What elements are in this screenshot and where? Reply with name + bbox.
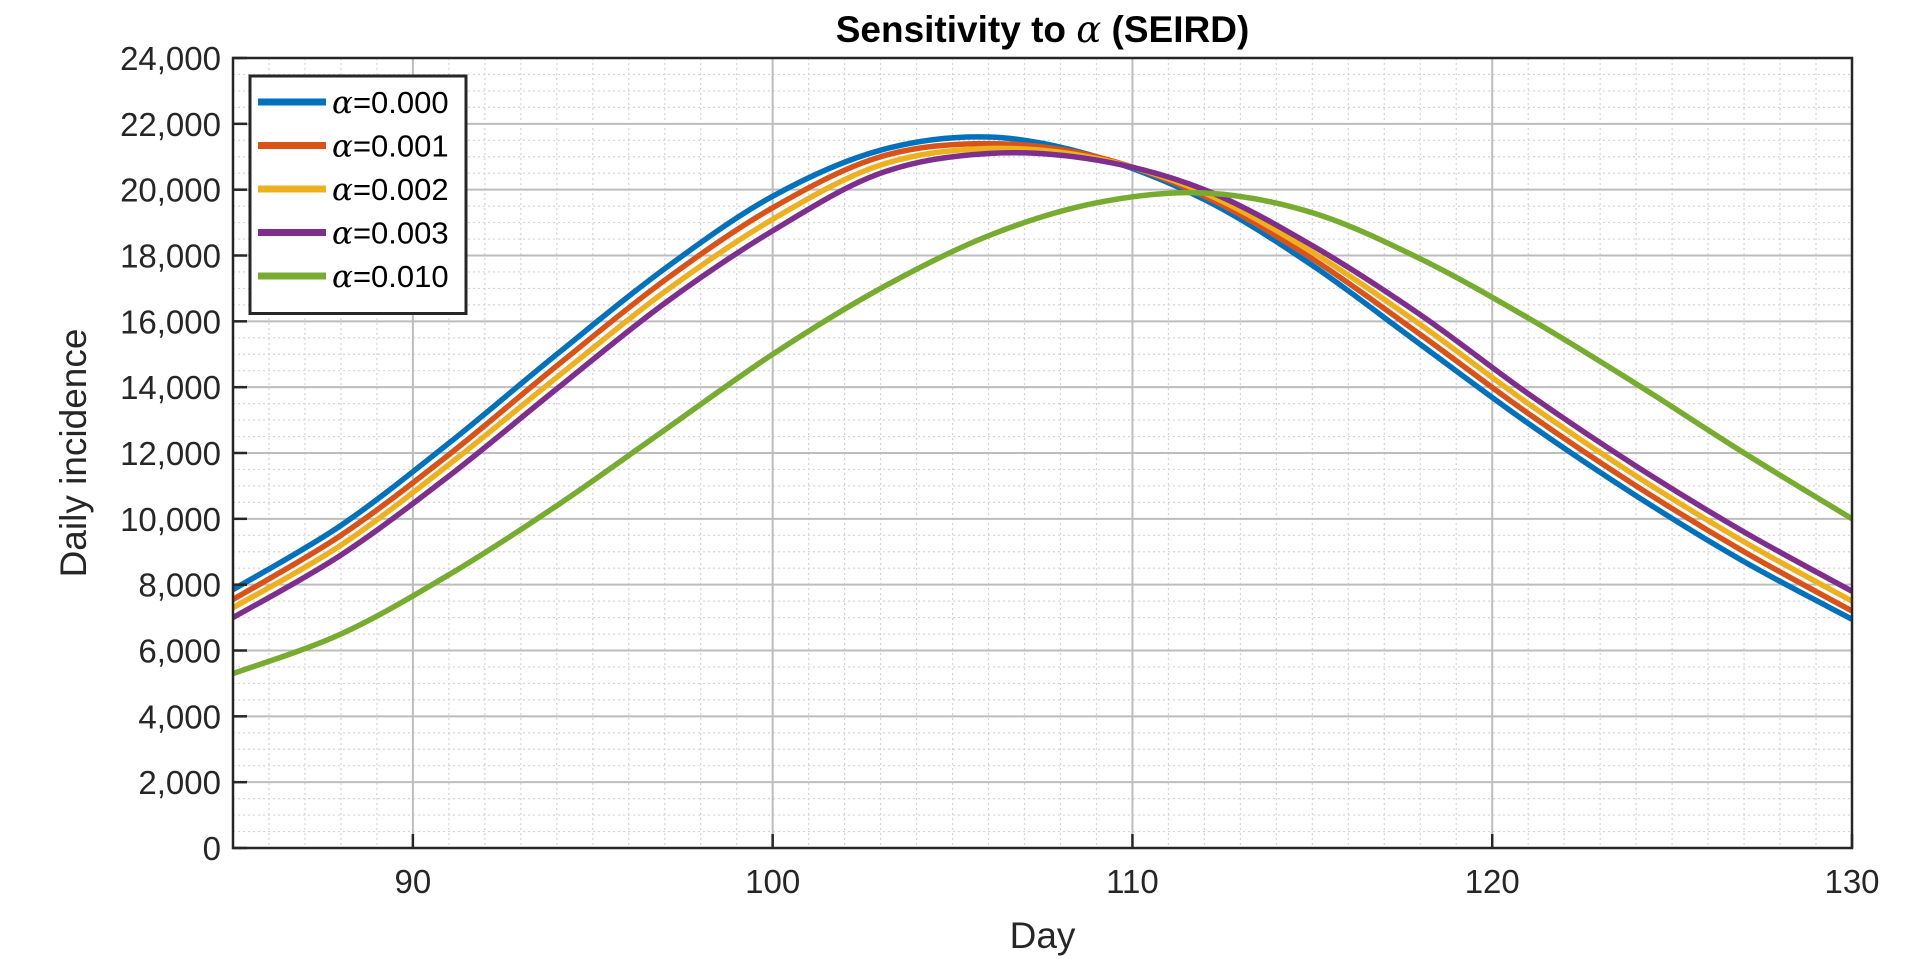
x-axis-label: Day xyxy=(1010,915,1076,956)
legend-label-4: α=0.010 xyxy=(332,259,449,295)
y-tick-label: 2,000 xyxy=(138,764,221,801)
y-tick-label: 12,000 xyxy=(120,435,221,472)
x-tick-label: 100 xyxy=(745,863,800,900)
series-line-1 xyxy=(231,140,1854,614)
series-lines xyxy=(231,134,1854,677)
x-tick-label: 110 xyxy=(1106,863,1159,900)
legend-value: =0.000 xyxy=(353,85,449,120)
legend-label-2: α=0.002 xyxy=(332,172,449,208)
y-axis-label: Daily incidence xyxy=(53,329,94,578)
legend-symbol: α xyxy=(332,172,353,208)
y-tick-label: 10,000 xyxy=(120,501,221,538)
legend-value: =0.010 xyxy=(353,259,449,294)
x-tick-label: 120 xyxy=(1465,863,1520,900)
chart-title: Sensitivity to α (SEIRD) xyxy=(836,8,1250,51)
legend-value: =0.002 xyxy=(353,172,449,207)
y-tick-label: 4,000 xyxy=(138,698,221,735)
legend-symbol: α xyxy=(332,85,353,121)
y-tick-label: 18,000 xyxy=(120,238,221,275)
y-tick-label: 22,000 xyxy=(120,106,221,143)
series-line-3 xyxy=(231,149,1854,620)
legend-symbol: α xyxy=(332,216,353,252)
legend-label-3: α=0.003 xyxy=(332,216,449,252)
y-tick-label: 0 xyxy=(203,830,221,867)
legend-value: =0.001 xyxy=(353,129,449,164)
x-tick-label: 90 xyxy=(395,863,432,900)
legend-symbol: α xyxy=(332,259,353,295)
legend-label-0: α=0.000 xyxy=(332,85,449,121)
series-line-4 xyxy=(232,189,1854,677)
x-tick-label: 130 xyxy=(1824,863,1879,900)
y-tick-label: 16,000 xyxy=(120,303,221,340)
ticks: 90 100 110 120 130 0 2,000 4,000 6,000 8,000 10,00… xyxy=(120,40,1879,900)
y-tick-label: 20,000 xyxy=(120,172,221,209)
y-tick-label: 6,000 xyxy=(138,633,221,670)
y-tick-label: 24,000 xyxy=(120,40,221,77)
y-tick-label: 14,000 xyxy=(120,369,221,406)
series-line-2 xyxy=(231,145,1854,611)
legend-value: =0.003 xyxy=(353,216,449,251)
series-line-0 xyxy=(231,134,1854,622)
legend-label-1: α=0.001 xyxy=(332,129,449,165)
legend-symbol: α xyxy=(332,129,353,165)
y-tick-label: 8,000 xyxy=(138,567,221,604)
